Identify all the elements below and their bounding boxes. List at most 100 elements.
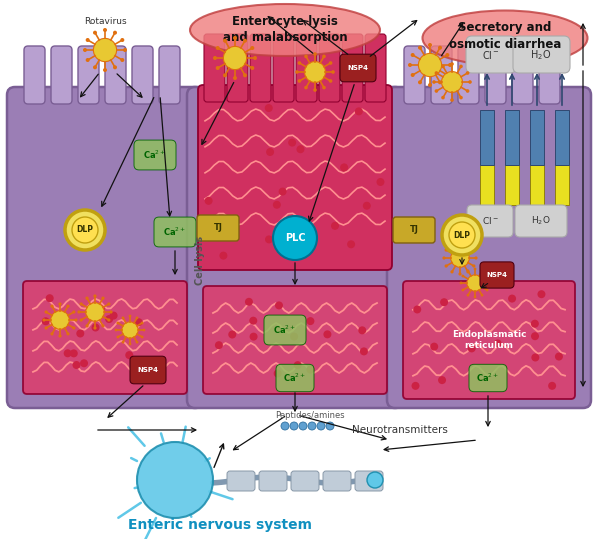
Circle shape	[304, 54, 308, 58]
Circle shape	[120, 38, 124, 42]
Circle shape	[86, 58, 90, 62]
Circle shape	[129, 315, 132, 317]
Circle shape	[251, 46, 254, 50]
FancyBboxPatch shape	[393, 217, 435, 243]
FancyBboxPatch shape	[51, 46, 72, 104]
FancyBboxPatch shape	[227, 34, 248, 102]
Text: Endoplasmatic
reticulum: Endoplasmatic reticulum	[451, 330, 526, 350]
Text: NSP4: NSP4	[347, 65, 368, 71]
Circle shape	[86, 38, 90, 42]
Ellipse shape	[423, 10, 587, 66]
Circle shape	[358, 326, 366, 334]
Circle shape	[466, 294, 469, 296]
Circle shape	[72, 327, 75, 330]
Circle shape	[77, 329, 84, 337]
FancyBboxPatch shape	[250, 34, 271, 102]
Text: TJ: TJ	[213, 224, 222, 232]
Circle shape	[93, 31, 97, 34]
Circle shape	[113, 31, 117, 34]
FancyBboxPatch shape	[264, 315, 306, 345]
Circle shape	[548, 382, 556, 390]
Circle shape	[466, 270, 469, 273]
Circle shape	[468, 344, 475, 353]
FancyBboxPatch shape	[159, 46, 180, 104]
Circle shape	[93, 38, 117, 61]
Circle shape	[355, 107, 363, 115]
Circle shape	[72, 361, 81, 369]
FancyBboxPatch shape	[203, 286, 387, 394]
Circle shape	[532, 354, 539, 362]
Circle shape	[233, 36, 237, 40]
Circle shape	[117, 322, 119, 324]
Circle shape	[103, 28, 107, 32]
Circle shape	[93, 327, 97, 330]
Circle shape	[223, 73, 227, 77]
FancyBboxPatch shape	[296, 34, 317, 102]
Circle shape	[141, 336, 144, 338]
Circle shape	[249, 317, 257, 324]
Bar	[555, 165, 569, 205]
Circle shape	[304, 61, 325, 82]
Text: Ca$^{2+}$: Ca$^{2+}$	[283, 372, 307, 384]
Circle shape	[86, 324, 89, 328]
Circle shape	[122, 322, 138, 338]
FancyBboxPatch shape	[342, 34, 363, 102]
Circle shape	[441, 96, 445, 99]
Circle shape	[51, 310, 69, 329]
FancyBboxPatch shape	[105, 46, 126, 104]
FancyBboxPatch shape	[78, 46, 99, 104]
Circle shape	[107, 319, 111, 322]
Circle shape	[44, 310, 48, 314]
FancyBboxPatch shape	[198, 85, 392, 270]
Circle shape	[253, 56, 257, 60]
Circle shape	[223, 39, 227, 43]
Circle shape	[120, 58, 124, 62]
Text: Ca$^{2+}$: Ca$^{2+}$	[273, 324, 297, 336]
Circle shape	[329, 61, 332, 65]
Circle shape	[93, 65, 97, 70]
FancyBboxPatch shape	[134, 140, 176, 170]
Text: NSP4: NSP4	[487, 272, 508, 278]
Circle shape	[486, 288, 489, 292]
Circle shape	[449, 222, 475, 248]
FancyBboxPatch shape	[7, 87, 203, 408]
Circle shape	[97, 305, 105, 313]
Circle shape	[265, 104, 273, 112]
Circle shape	[109, 312, 118, 320]
Circle shape	[141, 322, 144, 324]
Circle shape	[275, 301, 283, 309]
Text: Secretory and: Secretory and	[458, 22, 552, 34]
Circle shape	[266, 148, 274, 156]
Circle shape	[80, 360, 88, 367]
Circle shape	[411, 73, 414, 77]
Circle shape	[462, 274, 464, 278]
Circle shape	[555, 353, 563, 361]
Circle shape	[306, 317, 315, 325]
Circle shape	[216, 46, 219, 50]
Bar	[555, 110, 569, 165]
Circle shape	[467, 275, 483, 291]
Circle shape	[474, 257, 478, 260]
Bar	[505, 110, 519, 165]
Circle shape	[324, 330, 331, 338]
Circle shape	[428, 43, 432, 47]
Circle shape	[121, 316, 124, 319]
Circle shape	[446, 53, 449, 57]
Circle shape	[297, 145, 304, 153]
Circle shape	[290, 422, 298, 430]
Circle shape	[129, 343, 132, 345]
Bar	[480, 110, 494, 165]
Circle shape	[313, 88, 317, 92]
Circle shape	[133, 359, 142, 367]
Text: Enteric nervous system: Enteric nervous system	[128, 518, 312, 532]
Circle shape	[413, 306, 421, 314]
Circle shape	[441, 65, 445, 68]
FancyBboxPatch shape	[485, 46, 506, 104]
Circle shape	[317, 422, 325, 430]
FancyBboxPatch shape	[130, 356, 166, 384]
FancyBboxPatch shape	[387, 87, 591, 408]
FancyBboxPatch shape	[273, 34, 294, 102]
Text: Neurotransmitters: Neurotransmitters	[352, 425, 448, 435]
Circle shape	[419, 53, 441, 77]
Text: TJ: TJ	[410, 225, 419, 234]
